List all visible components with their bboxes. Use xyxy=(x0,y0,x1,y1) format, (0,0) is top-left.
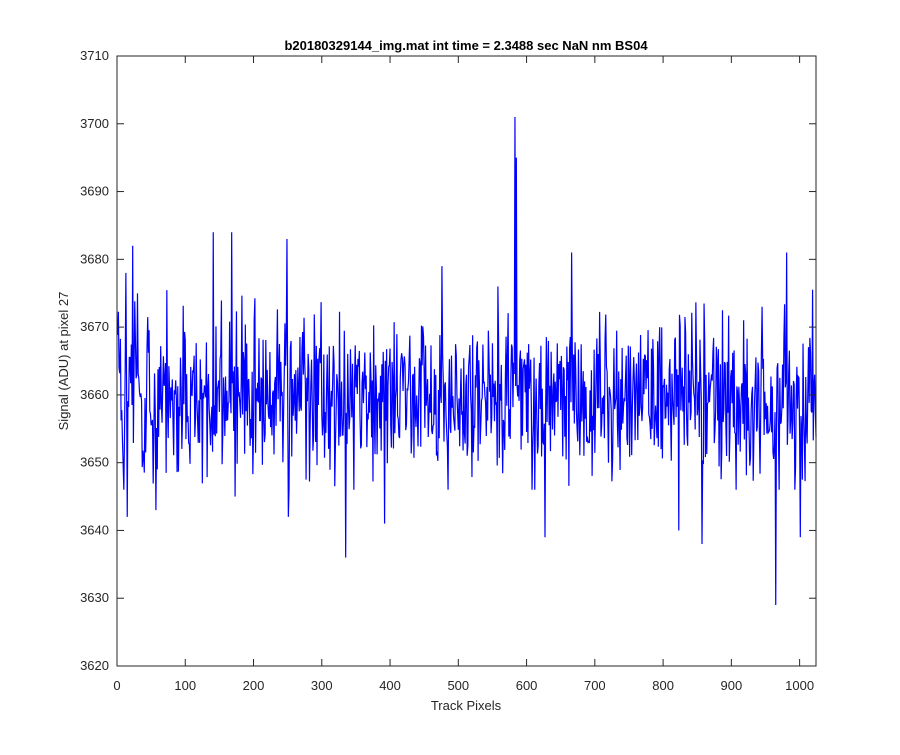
series-layer xyxy=(117,116,817,606)
y-tick-label: 3690 xyxy=(80,184,109,199)
y-tick-label: 3670 xyxy=(80,319,109,334)
axes-box xyxy=(116,55,817,667)
x-tick-label: 900 xyxy=(721,678,743,693)
x-tick-label: 1000 xyxy=(785,678,814,693)
y-tick-label: 3640 xyxy=(80,522,109,537)
y-axis-label: Signal (ADU) at pixel 27 xyxy=(56,292,71,431)
y-tick-label: 3660 xyxy=(80,387,109,402)
x-tick-label: 800 xyxy=(652,678,674,693)
y-tick-label: 3630 xyxy=(80,590,109,605)
y-tick-label: 3650 xyxy=(80,455,109,470)
y-tick-label: 3700 xyxy=(80,116,109,131)
x-tick-label: 0 xyxy=(113,678,120,693)
y-tick-label: 3710 xyxy=(80,48,109,63)
x-tick-label: 200 xyxy=(243,678,265,693)
chart-title: b20180329144_img.mat int time = 2.3488 s… xyxy=(284,38,648,53)
x-tick-label: 400 xyxy=(379,678,401,693)
x-axis-label: Track Pixels xyxy=(431,698,502,713)
x-tick-label: 300 xyxy=(311,678,333,693)
y-tick-label: 3680 xyxy=(80,251,109,266)
x-tick-label: 700 xyxy=(584,678,606,693)
x-ticks: 0 100 200 300 400 500 600 700 800 900 1000 xyxy=(113,56,814,693)
x-tick-label: 600 xyxy=(516,678,538,693)
y-ticks: 3620 3630 3640 3650 3660 3670 3680 3690 3700 3710 xyxy=(80,48,816,673)
series-line xyxy=(117,116,817,606)
y-tick-label: 3620 xyxy=(80,658,109,673)
x-tick-label: 500 xyxy=(447,678,469,693)
x-tick-label: 100 xyxy=(174,678,196,693)
